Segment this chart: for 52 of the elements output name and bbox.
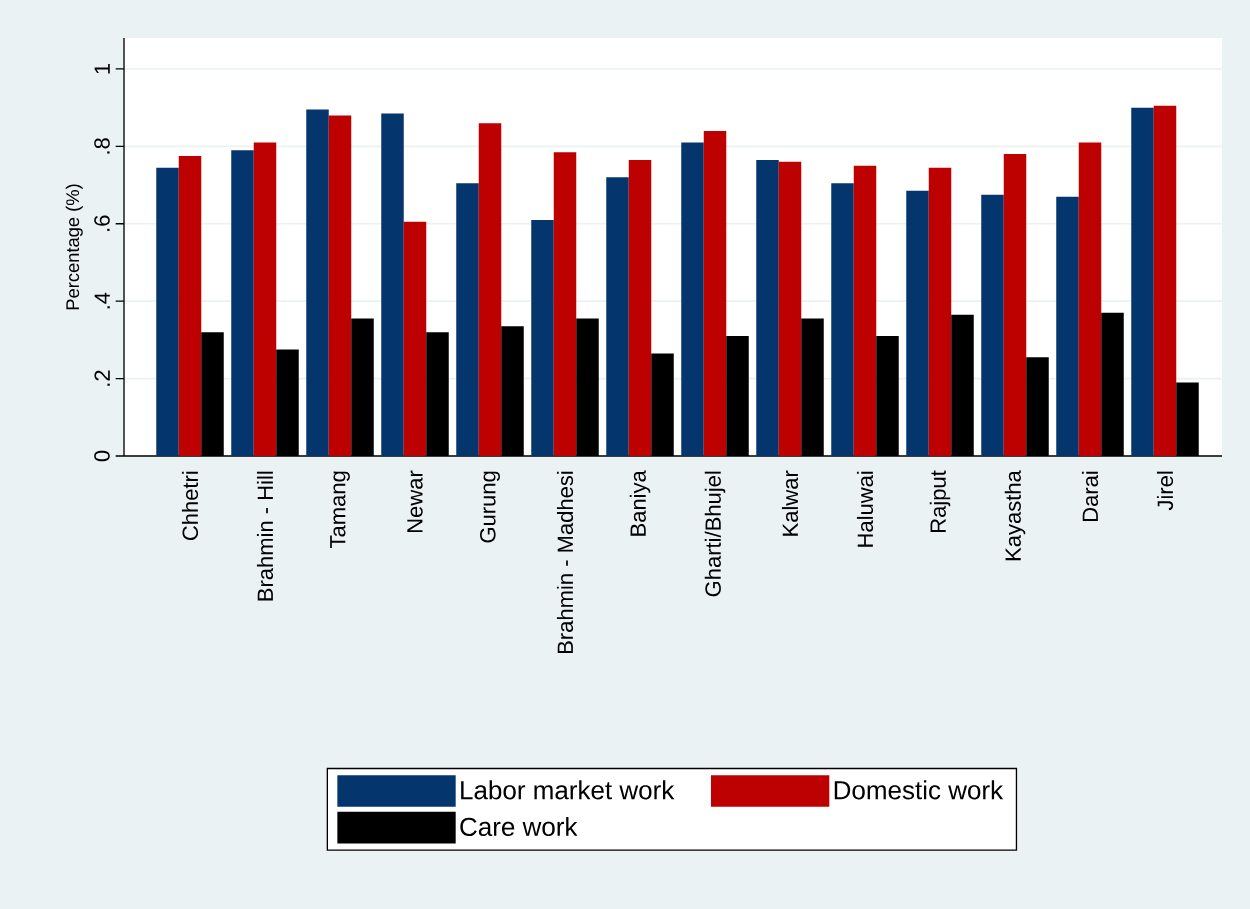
x-tick-label: Rajput [929,470,951,532]
x-tick-label: Tamang [330,471,350,548]
bar [178,156,202,456]
bar [703,130,727,456]
x-tick-label: Brahmin - Madhesi [556,471,574,654]
bar [328,115,352,456]
x-tick-label: Jirel [1156,471,1174,511]
bar [531,219,554,456]
y-tick-label: .2 [94,370,110,386]
x-tick-label: Haluwai [856,471,874,547]
y-tick-label: .8 [94,138,110,154]
bar [1078,142,1102,456]
bar [456,183,479,456]
y-tick-label: .6 [94,215,110,231]
x-tick-label: Kalwar [781,470,799,536]
bar [403,221,427,456]
bar [553,152,577,456]
bar [628,159,652,456]
bar [253,142,277,456]
x-tick-label: Baniya [629,470,651,536]
y-axis-title: Percentage (%) [65,184,83,310]
x-tick-label: Kayastha [1004,470,1026,561]
x-tick-label: Chhetri [181,471,199,541]
legend-label: Care work [460,816,578,837]
bar [756,159,779,456]
x-tick-label: Newar [407,470,423,532]
y-tick-label: .4 [94,292,110,309]
bar [1153,105,1177,456]
bar [906,190,929,456]
bar [1131,107,1154,456]
bar [831,183,854,456]
y-tick-label: 0 [94,450,110,462]
bar [606,177,629,456]
bar [381,113,404,456]
bar [928,167,952,456]
bar [981,194,1004,456]
bar [478,123,502,456]
x-tick-label: Gurung [480,471,500,543]
bar [778,161,802,456]
bar [306,109,329,456]
bar [853,165,877,456]
legend-label: Labor market work [461,780,675,800]
x-tick-label: Gharti/Bhujel [704,471,726,597]
bar [1003,154,1027,456]
x-tick-label: Brahmin - Hill [256,471,274,601]
bar [681,142,704,456]
bar [156,167,179,456]
bar [1056,196,1079,456]
x-tick-label: Darai [1081,471,1099,521]
legend-label: Domestic work [834,780,1004,800]
y-tick-label: 1 [94,63,110,74]
bar [231,150,254,456]
